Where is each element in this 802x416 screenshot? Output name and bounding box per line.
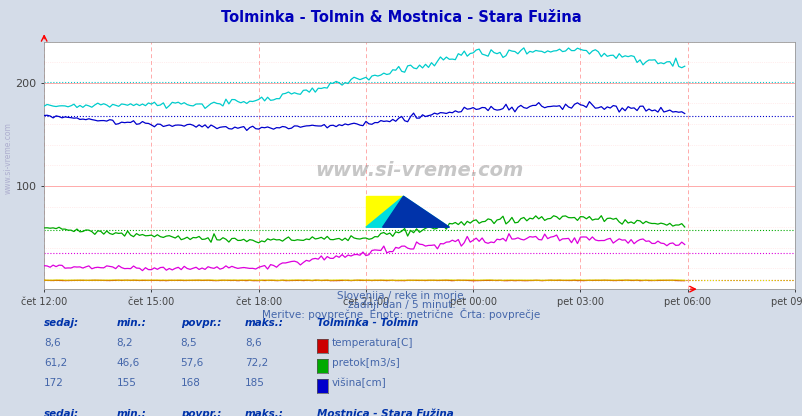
- Text: sedaj:: sedaj:: [44, 318, 79, 328]
- Text: povpr.:: povpr.:: [180, 409, 221, 416]
- Text: temperatura[C]: temperatura[C]: [331, 338, 412, 348]
- Text: Slovenija / reke in morje.: Slovenija / reke in morje.: [336, 291, 466, 301]
- Text: min.:: min.:: [116, 409, 146, 416]
- Polygon shape: [366, 196, 403, 227]
- Text: Mostnica - Stara Fužina: Mostnica - Stara Fužina: [317, 409, 453, 416]
- Text: pretok[m3/s]: pretok[m3/s]: [331, 358, 399, 368]
- Text: min.:: min.:: [116, 318, 146, 328]
- Text: 61,2: 61,2: [44, 358, 67, 368]
- Text: višina[cm]: višina[cm]: [331, 378, 386, 389]
- Text: www.si-vreme.com: www.si-vreme.com: [315, 161, 523, 180]
- Text: Tolminka - Tolmin & Mostnica - Stara Fužina: Tolminka - Tolmin & Mostnica - Stara Fuž…: [221, 10, 581, 25]
- Text: 168: 168: [180, 378, 200, 388]
- Polygon shape: [382, 196, 449, 227]
- Polygon shape: [366, 196, 449, 227]
- Text: 155: 155: [116, 378, 136, 388]
- Text: povpr.:: povpr.:: [180, 318, 221, 328]
- Text: 8,6: 8,6: [44, 338, 61, 348]
- Text: Tolminka - Tolmin: Tolminka - Tolmin: [317, 318, 418, 328]
- Text: www.si-vreme.com: www.si-vreme.com: [3, 122, 13, 194]
- Text: maks.:: maks.:: [245, 318, 283, 328]
- Text: 57,6: 57,6: [180, 358, 204, 368]
- Text: 72,2: 72,2: [245, 358, 268, 368]
- Text: 46,6: 46,6: [116, 358, 140, 368]
- Text: 185: 185: [245, 378, 265, 388]
- Text: sedaj:: sedaj:: [44, 409, 79, 416]
- Text: maks.:: maks.:: [245, 409, 283, 416]
- Text: 8,5: 8,5: [180, 338, 197, 348]
- Text: 8,2: 8,2: [116, 338, 133, 348]
- Text: Meritve: povprečne  Enote: metrične  Črta: povprečje: Meritve: povprečne Enote: metrične Črta:…: [262, 308, 540, 320]
- Text: zadnji dan / 5 minut.: zadnji dan / 5 minut.: [347, 300, 455, 310]
- Text: 8,6: 8,6: [245, 338, 261, 348]
- Text: 172: 172: [44, 378, 64, 388]
